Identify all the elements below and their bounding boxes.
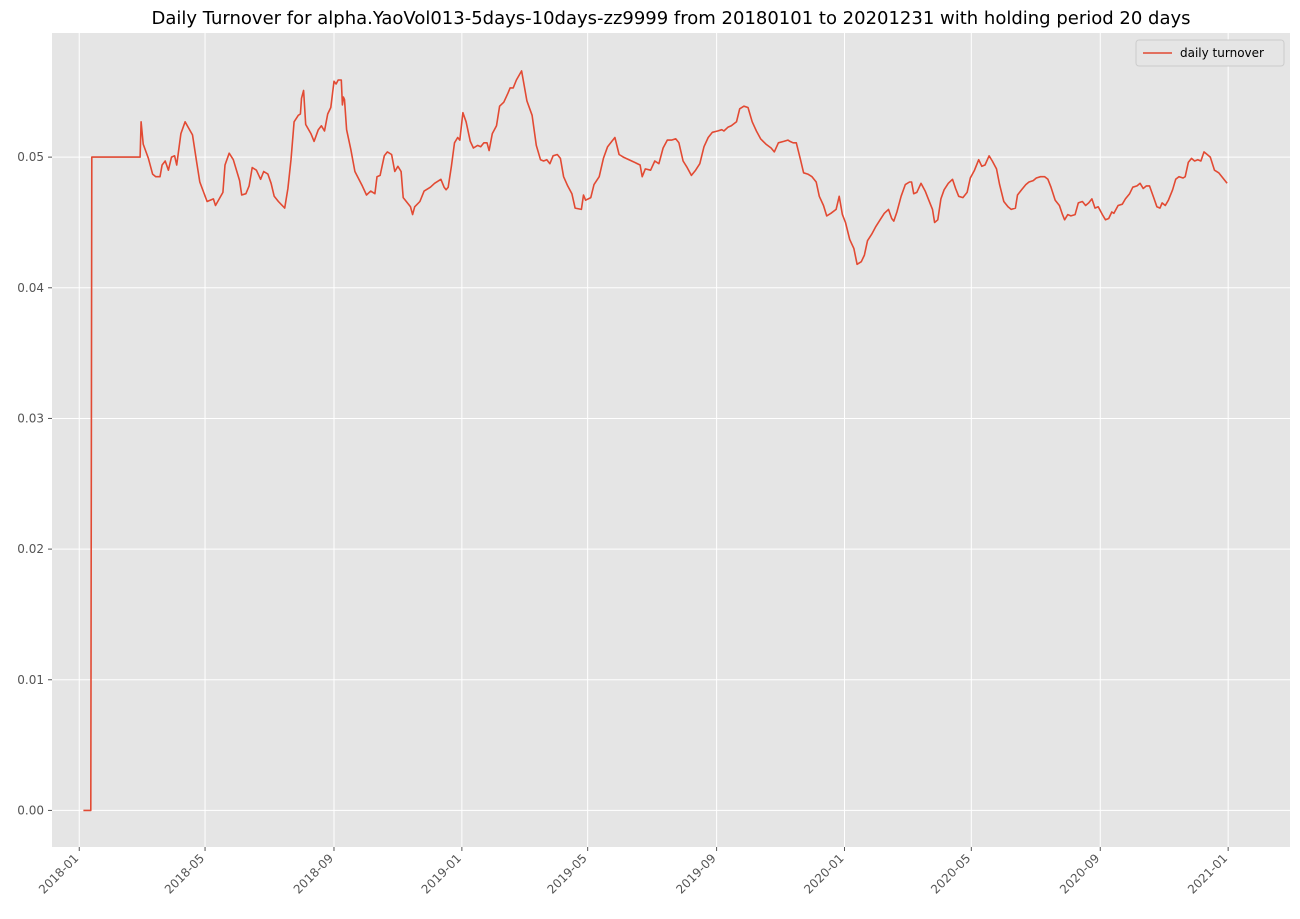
x-tick-label: 2019-05 (544, 851, 589, 896)
x-tick-label: 2019-01 (419, 851, 464, 896)
x-tick-label: 2020-09 (1057, 851, 1102, 896)
x-tick-label: 2020-05 (928, 851, 973, 896)
legend-box (1135, 39, 1285, 67)
legend: daily turnover (1135, 39, 1285, 67)
y-tick-label: 0.04 (17, 281, 44, 295)
x-tick-label: 2018-05 (162, 851, 207, 896)
x-tick-label: 2021-01 (1185, 851, 1230, 896)
y-tick-label: 0.03 (17, 411, 44, 425)
chart-title: Daily Turnover for alpha.YaoVol013-5days… (151, 8, 1190, 29)
plot-area (52, 33, 1290, 847)
x-tick-label: 2018-01 (36, 851, 81, 896)
x-tick-label: 2018-09 (291, 851, 336, 896)
y-tick-label: 0.00 (17, 803, 44, 817)
y-axis: 0.00 0.01 0.02 0.03 0.04 0.05 (17, 150, 52, 817)
grid-lines (52, 33, 1290, 847)
y-tick-label: 0.05 (17, 150, 44, 164)
y-tick-label: 0.02 (17, 542, 44, 556)
series-line-daily-turnover (83, 70, 1228, 812)
x-axis: 2018-01 2018-05 2018-09 2019-01 2019-05 2019-… (36, 847, 1230, 897)
x-tick-label: 2019-09 (673, 851, 718, 896)
legend-label: daily turnover (1180, 46, 1264, 60)
y-tick-label: 0.01 (17, 673, 44, 687)
x-tick-label: 2020-01 (801, 851, 846, 896)
